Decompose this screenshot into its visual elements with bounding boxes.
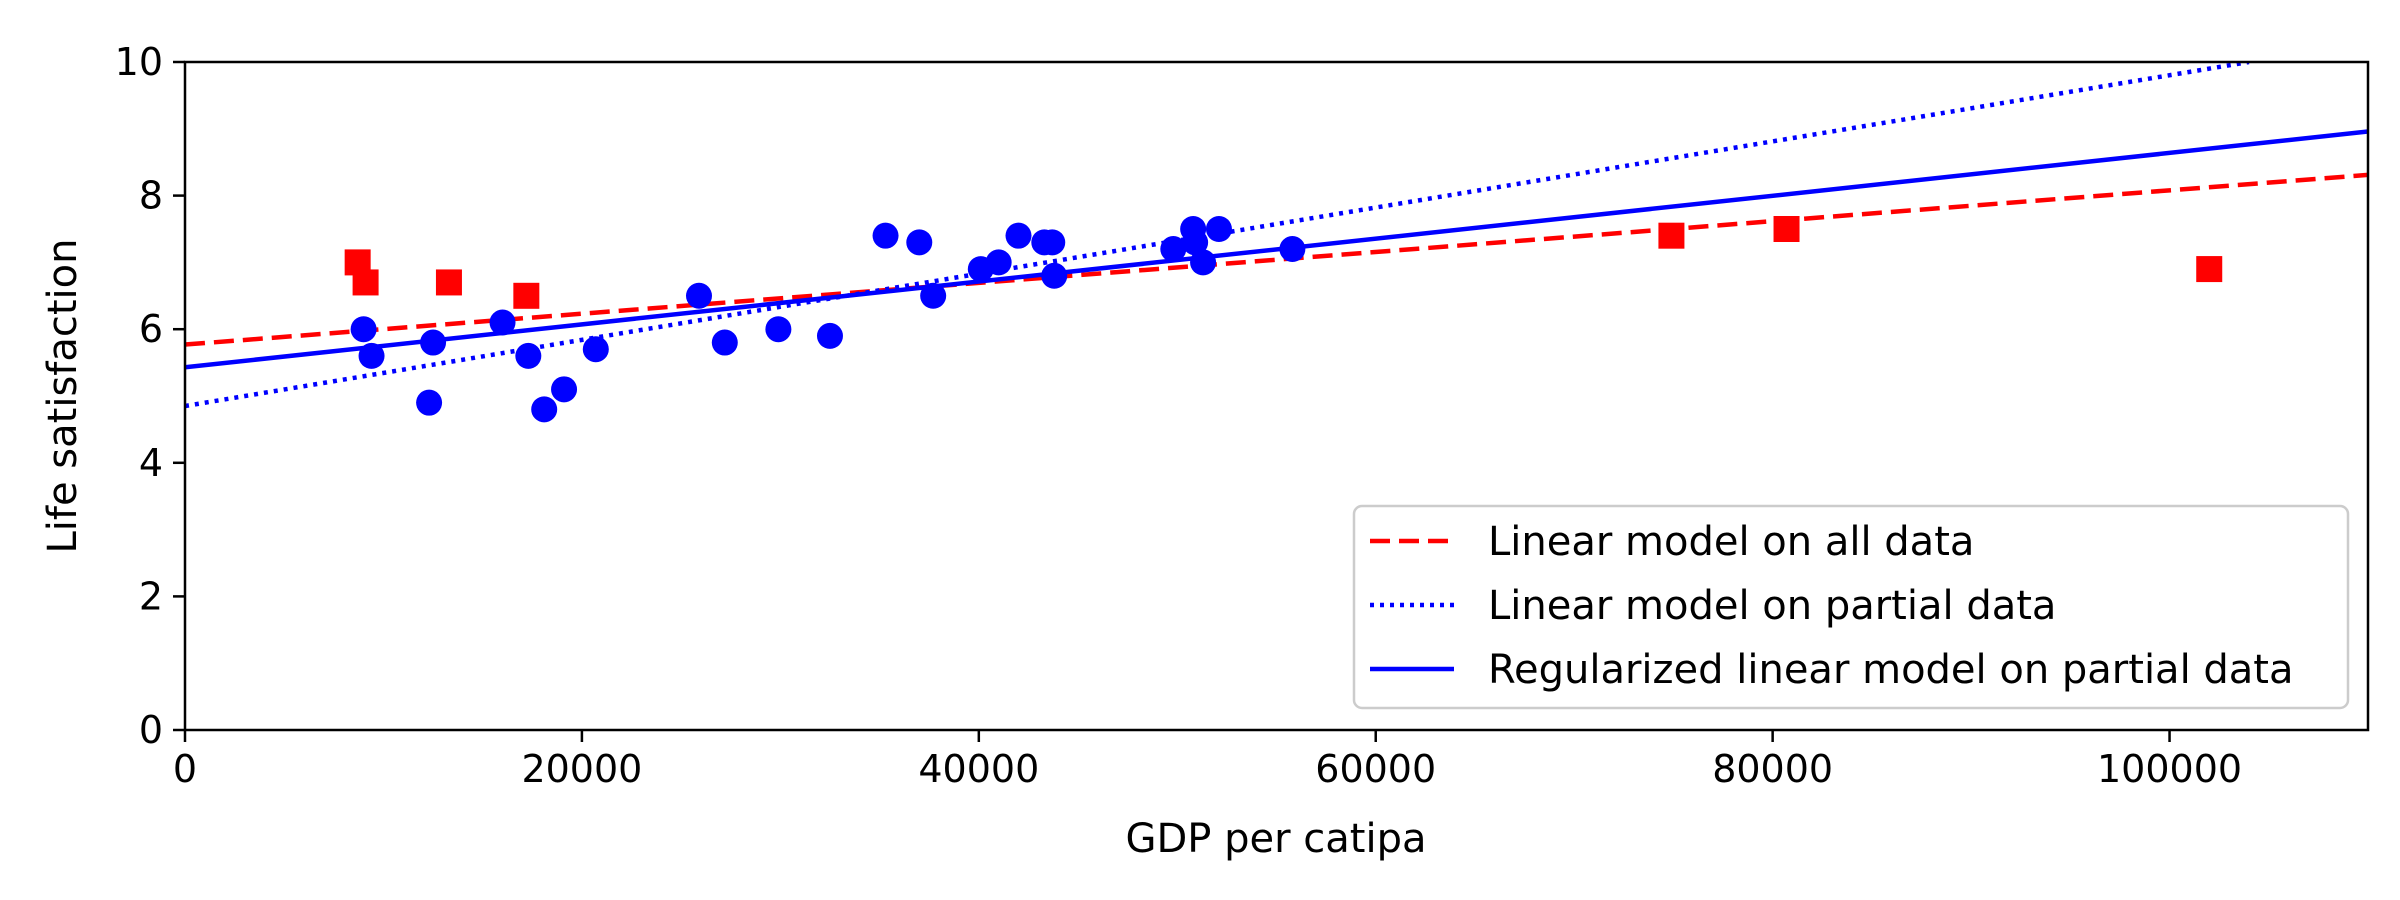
x-tick-label: 60000	[1315, 747, 1436, 791]
partial-data-point	[1190, 249, 1217, 276]
series-line-1	[185, 62, 2250, 409]
partial-data-point	[582, 336, 609, 363]
partial-data-point	[872, 222, 899, 249]
axes-frame	[183, 60, 2370, 732]
series-line-2	[185, 129, 2368, 370]
x-tick-label: 20000	[521, 747, 642, 791]
partial-data-point	[985, 249, 1012, 276]
partial-data-point	[515, 342, 542, 369]
series-line-0	[185, 172, 2368, 347]
partial-data-point	[1279, 236, 1306, 263]
excluded-data-point	[352, 269, 379, 296]
excluded-data-point	[1773, 216, 1800, 242]
legend-label-2: Regularized linear model on partial data	[1488, 647, 2294, 693]
partial-data-point	[350, 316, 377, 343]
y-tick-label: 10	[115, 40, 163, 84]
partial-data-point	[906, 229, 933, 256]
partial-data-point	[1182, 229, 1209, 256]
partial-data-point	[1041, 262, 1068, 289]
legend-frame	[1352, 504, 2350, 710]
partial-data-point	[685, 282, 712, 309]
partial-data-point	[1160, 236, 1187, 263]
y-tick-label: 4	[139, 441, 163, 485]
data-points	[344, 216, 2223, 423]
legend-label-1: Linear model on partial data	[1488, 583, 2056, 629]
y-tick-label: 8	[139, 174, 163, 218]
axis-ticks: 0 20000 40000 60000 80000 100000 0 2 4 6 8 10	[115, 40, 2242, 791]
partial-data-point	[416, 389, 443, 416]
partial-data-point	[420, 329, 447, 356]
partial-data-point	[816, 322, 843, 349]
y-tick-label: 6	[139, 307, 163, 351]
partial-data-point	[1039, 229, 1066, 256]
model-lines	[185, 62, 2368, 409]
partial-data-point	[358, 342, 385, 369]
y-axis-label: Life satisfaction	[40, 239, 86, 554]
partial-data-point	[711, 329, 738, 356]
legend: Linear model on all data Linear model on …	[1352, 504, 2350, 710]
x-tick-label: 80000	[1712, 747, 1833, 791]
partial-data-point	[551, 376, 578, 403]
partial-data-point	[489, 309, 516, 336]
excluded-data-point	[435, 269, 462, 296]
y-tick-label: 2	[139, 574, 163, 618]
y-tick-label: 0	[139, 708, 163, 752]
excluded-data-point	[2196, 256, 2223, 283]
x-tick-label: 100000	[2097, 747, 2242, 791]
partial-data-point	[920, 282, 947, 309]
partial-data-point	[765, 316, 792, 343]
partial-data-point	[531, 396, 558, 423]
plot-area	[185, 62, 2368, 423]
x-axis-label: GDP per catipa	[1126, 816, 1427, 862]
x-tick-label: 40000	[918, 747, 1039, 791]
excluded-data-point	[513, 282, 540, 309]
partial-data-point	[1005, 222, 1032, 249]
legend-label-0: Linear model on all data	[1488, 519, 1974, 565]
partial-data-point	[1205, 216, 1232, 242]
excluded-data-point	[1658, 222, 1685, 249]
x-tick-label: 0	[173, 747, 197, 791]
